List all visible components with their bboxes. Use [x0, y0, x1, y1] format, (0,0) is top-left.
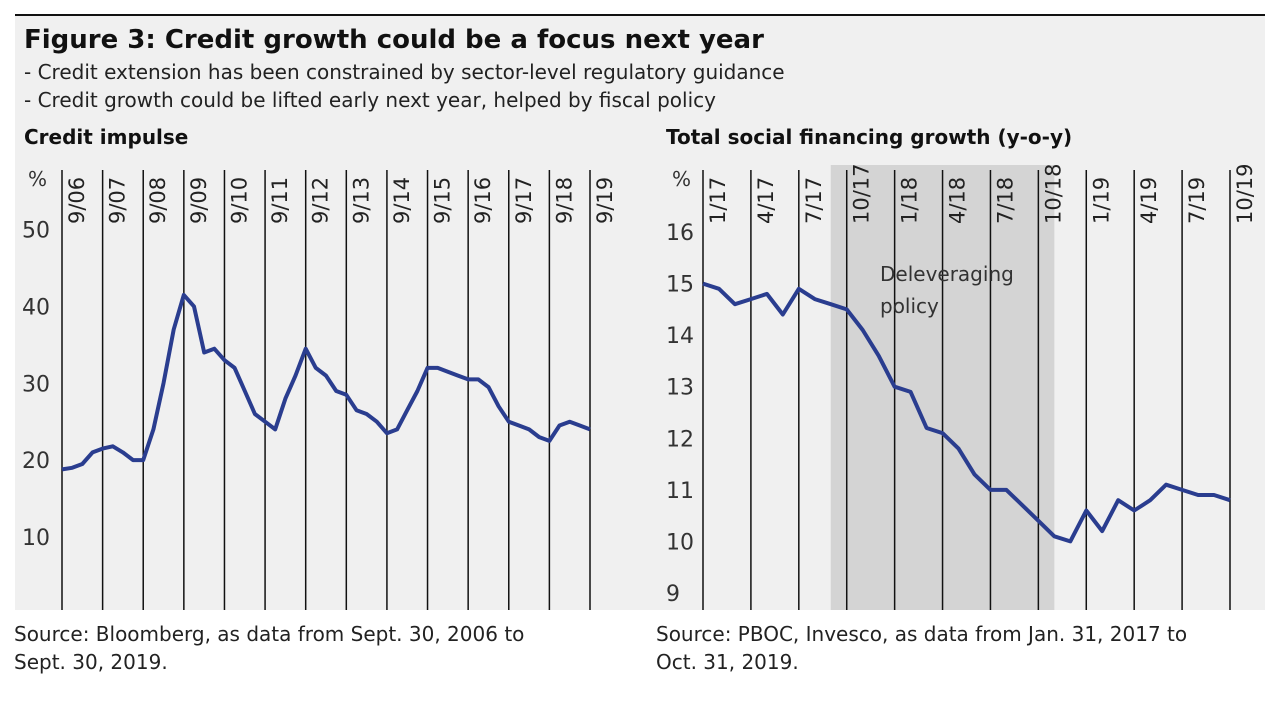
y-tick-label: 9 — [666, 582, 680, 607]
x-tick-label: 1/19 — [1089, 177, 1113, 224]
x-tick-label: 9/09 — [187, 177, 211, 224]
x-tick-label: 1/18 — [898, 177, 922, 224]
chart-title: Credit impulse — [24, 125, 188, 149]
x-tick-label: 9/16 — [471, 177, 495, 224]
x-tick-label: 9/11 — [268, 177, 292, 224]
x-tick-label: 9/19 — [593, 177, 617, 224]
source: Source: PBOC, Invesco, as data from Jan.… — [656, 622, 1193, 674]
y-tick-label: 16 — [666, 221, 694, 246]
bullet: - Credit growth could be lifted early ne… — [24, 88, 716, 112]
y-unit: % — [672, 167, 691, 191]
line — [702, 281, 1231, 544]
y-tick-label: 10 — [666, 530, 694, 555]
line — [61, 292, 591, 472]
y-unit: % — [28, 167, 47, 191]
x-tick-label: 9/12 — [309, 177, 333, 224]
x-tick-label: 10/18 — [1041, 163, 1065, 224]
x-tick-label: 10/17 — [850, 163, 874, 224]
y-tick-label: 50 — [22, 219, 50, 244]
x-tick-label: 9/17 — [512, 177, 536, 224]
x-tick-label: 9/10 — [227, 177, 251, 224]
y-tick-label: 12 — [666, 427, 694, 452]
bullet: - Credit extension has been constrained … — [24, 60, 785, 84]
x-tick-label: 4/17 — [754, 177, 778, 224]
x-tick-label: 10/19 — [1233, 163, 1257, 224]
chart-title: Total social financing growth (y-o-y) — [666, 125, 1072, 149]
y-tick-label: 40 — [22, 295, 50, 320]
x-tick-label: 9/15 — [431, 177, 455, 224]
y-tick-label: 30 — [22, 372, 50, 397]
x-tick-label: 7/19 — [1185, 177, 1209, 224]
x-tick-label: 1/17 — [706, 177, 730, 224]
y-tick-label: 11 — [666, 479, 694, 504]
annotation: Deleveraging policy — [880, 262, 1014, 318]
x-tick-label: 7/17 — [802, 177, 826, 224]
y-tick-label: 13 — [666, 376, 694, 401]
x-tick-label: 9/08 — [146, 177, 170, 224]
figure-title: Figure 3: Credit growth could be a focus… — [24, 25, 764, 55]
x-tick-label: 9/06 — [65, 177, 89, 224]
x-tick-label: 4/18 — [946, 177, 970, 224]
x-tick-label: 9/18 — [552, 177, 576, 224]
x-tick-label: 7/18 — [993, 177, 1017, 224]
source: Source: Bloomberg, as data from Sept. 30… — [14, 622, 531, 674]
x-tick-label: 4/19 — [1137, 177, 1161, 224]
y-tick-label: 14 — [666, 324, 694, 349]
x-tick-label: 9/13 — [349, 177, 373, 224]
background — [15, 16, 1265, 610]
x-tick-label: 9/07 — [106, 177, 130, 224]
y-tick-label: 15 — [666, 273, 694, 298]
x-tick-label: 9/14 — [390, 177, 414, 224]
y-tick-label: 20 — [22, 449, 50, 474]
y-tick-label: 10 — [22, 526, 50, 551]
